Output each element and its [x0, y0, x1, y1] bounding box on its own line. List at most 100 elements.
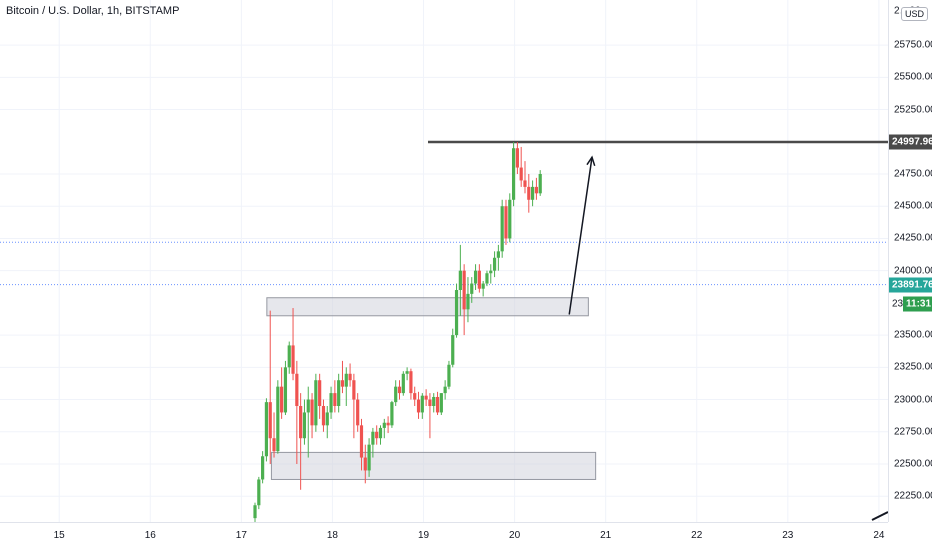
candle: [424, 389, 428, 406]
candle-body: [508, 199, 512, 239]
time-tick-label: 23: [782, 530, 794, 541]
price-tick-label: 23500.00: [894, 329, 932, 341]
currency-button[interactable]: USD: [901, 7, 929, 21]
candle-body: [511, 148, 516, 200]
price-tick-label: 25750.00: [894, 39, 932, 51]
candle: [508, 193, 512, 243]
candle-body: [276, 386, 280, 452]
candle-body: [432, 396, 436, 406]
candle-body: [454, 290, 459, 336]
candle: [538, 170, 542, 196]
candle-body: [504, 206, 508, 239]
candle: [272, 412, 276, 458]
candle: [534, 177, 538, 200]
candle: [352, 373, 356, 439]
candle-body: [390, 402, 394, 426]
candle: [302, 399, 307, 445]
candle-body: [473, 270, 478, 284]
drawings: [568, 155, 888, 521]
candle: [462, 264, 466, 336]
candle-body: [523, 180, 527, 187]
candle: [378, 425, 383, 445]
candle-body: [261, 456, 265, 480]
time-tick-label: 17: [235, 530, 247, 541]
candle: [340, 360, 345, 394]
candle-body: [295, 373, 299, 406]
candle-body: [527, 186, 531, 200]
candle: [394, 380, 398, 406]
candle-body: [409, 371, 413, 394]
candle-body: [489, 270, 493, 274]
candle: [356, 393, 360, 432]
candlestick-chart[interactable]: [0, 0, 888, 522]
candle: [382, 418, 386, 439]
candle: [306, 386, 310, 458]
candle-body: [356, 399, 360, 426]
price-tick-label: 25500.00: [894, 71, 932, 83]
candle-body: [302, 412, 307, 439]
chart-canvas[interactable]: Bitcoin / U.S. Dollar, 1h, BITSTAMP: [0, 0, 888, 522]
candle: [329, 386, 333, 419]
candle: [470, 277, 474, 303]
candle: [432, 393, 436, 413]
candle-body: [443, 386, 447, 394]
candles: [253, 142, 542, 522]
candle: [287, 341, 291, 374]
candle-body: [435, 396, 440, 413]
candle-body: [321, 406, 326, 426]
candle-body: [314, 380, 318, 426]
candle-body: [496, 251, 500, 258]
candle-body: [310, 399, 314, 426]
price-tick-label: 24250.00: [894, 232, 932, 244]
candle: [276, 380, 280, 454]
candle-body: [413, 393, 417, 400]
candle: [435, 391, 440, 416]
candle: [413, 386, 417, 406]
candle: [299, 393, 303, 490]
candle: [283, 360, 288, 416]
candle: [280, 367, 284, 419]
candle-body: [420, 395, 424, 413]
candle-body: [401, 373, 405, 394]
time-axis[interactable]: 15 16 17 18 19 20 21 22 23 24: [0, 522, 888, 551]
time-tick-label: 19: [417, 530, 430, 541]
candle-body: [481, 283, 485, 289]
candle-body: [306, 399, 310, 413]
price-tick-label: 24500.00: [894, 200, 932, 212]
candle: [530, 180, 535, 207]
candle-body: [519, 167, 523, 181]
candle-body: [253, 505, 257, 519]
candle: [451, 328, 455, 368]
candle: [519, 146, 523, 187]
candle-body: [264, 402, 269, 457]
candle: [511, 142, 516, 207]
candle-body: [280, 386, 284, 413]
time-tick-label: 18: [326, 530, 338, 541]
support-zone: [266, 297, 589, 317]
candle-body: [363, 457, 367, 471]
candle-body: [257, 479, 261, 506]
candle: [428, 393, 432, 439]
zones: [266, 297, 597, 480]
candle: [314, 373, 318, 432]
price-axis[interactable]: 22250.00 22500.00 22750.00 23000.00 23250.00…: [888, 0, 932, 522]
candle-body: [447, 364, 451, 387]
candle: [386, 416, 390, 434]
candle: [268, 310, 272, 464]
candle-body: [344, 373, 348, 387]
candle-body: [268, 402, 272, 439]
candle: [527, 174, 531, 213]
price-tick-label: 22500.00: [894, 458, 932, 470]
candle: [420, 393, 424, 419]
candle: [489, 264, 493, 284]
candle-body: [371, 431, 375, 445]
candle-body: [439, 393, 443, 413]
candle-body: [386, 422, 390, 426]
candle: [325, 406, 329, 439]
candle: [337, 373, 341, 413]
candle-body: [340, 380, 345, 387]
candle-body: [534, 186, 538, 194]
candle: [496, 244, 500, 271]
candle: [348, 363, 352, 387]
candle-body: [394, 386, 398, 403]
